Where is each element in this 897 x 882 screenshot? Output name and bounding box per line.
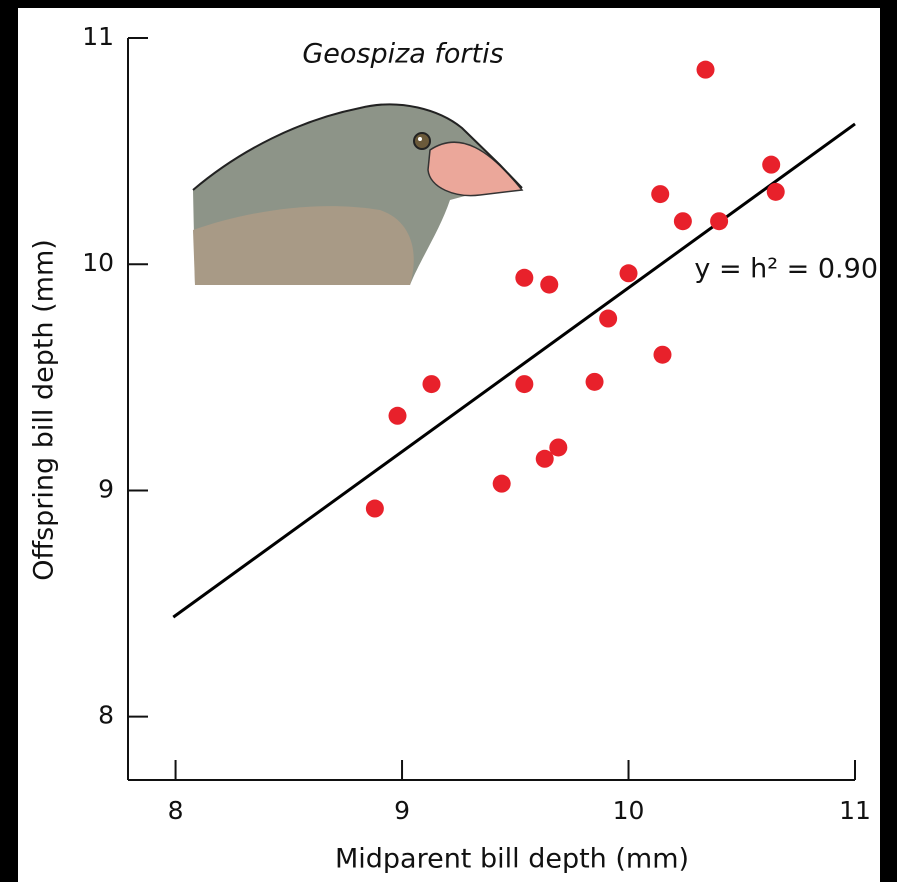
bird-illustration (192, 103, 524, 285)
data-point (696, 60, 715, 79)
data-point (365, 499, 384, 518)
data-point (540, 275, 559, 294)
y-tick-label: 11 (82, 22, 114, 51)
data-point (673, 212, 692, 231)
data-point (651, 185, 670, 204)
y-axis-label: Offspring bill depth (mm) (29, 239, 60, 581)
data-point (619, 264, 638, 283)
x-tick-label: 8 (168, 796, 184, 825)
annotation: y = h² = 0.90 (694, 254, 878, 285)
x-tick-label: 10 (613, 796, 645, 825)
data-point (515, 268, 534, 287)
y-tick-label: 8 (98, 701, 114, 730)
data-point (535, 449, 554, 468)
data-point (492, 474, 511, 493)
trendline (172, 122, 856, 619)
data-point (762, 155, 781, 174)
data-point (599, 309, 618, 328)
data-point (766, 182, 785, 201)
data-point (515, 375, 534, 394)
y-tick-label: 10 (82, 248, 114, 277)
chart-title: Geospiza fortis (302, 39, 503, 70)
data-point (710, 212, 729, 231)
y-tick-label: 9 (98, 474, 114, 503)
data-point (422, 375, 441, 394)
x-tick-label: 9 (394, 796, 410, 825)
data-point (653, 345, 672, 364)
data-point (585, 372, 604, 391)
data-point (388, 406, 407, 425)
data-point (549, 438, 568, 457)
x-axis-label: Midparent bill depth (mm) (335, 844, 689, 875)
x-tick-label: 11 (839, 796, 871, 825)
